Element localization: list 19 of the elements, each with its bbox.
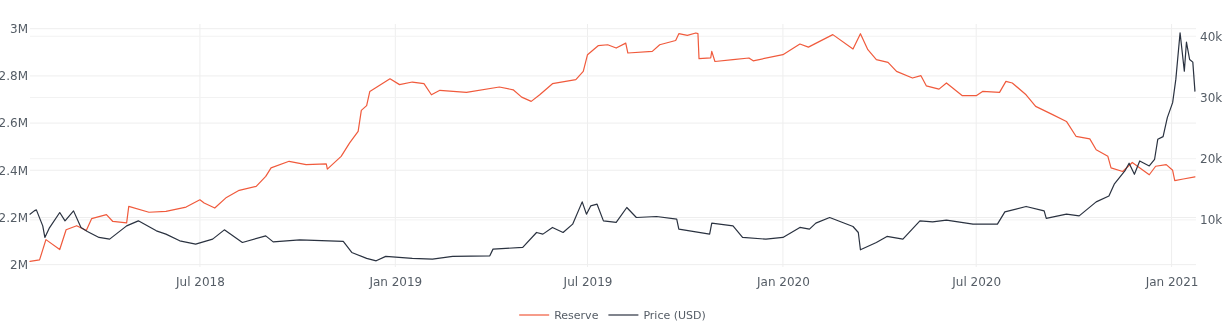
y-tick-label: 2.2M	[0, 210, 28, 225]
y-tick-label: 2M	[10, 257, 28, 272]
x-tick-label: Jul 2020	[951, 274, 1002, 289]
y2-tick-label: 40k	[1200, 29, 1223, 44]
line-series	[29, 32, 1196, 262]
y-tick-label: 2.8M	[0, 69, 28, 84]
y2-tick-label: 10k	[1200, 213, 1223, 228]
y-tick-label: 3M	[10, 22, 28, 37]
x-tick-label: Jul 2018	[174, 274, 225, 289]
y-tick-label: 2.4M	[0, 163, 28, 178]
x-tick-label: Jan 2021	[1144, 274, 1199, 289]
y-tick-label: 2.6M	[0, 116, 28, 131]
y2-tick-label: 30k	[1200, 90, 1223, 105]
legend-label: Price (USD)	[643, 309, 706, 322]
x-tick-label: Jan 2019	[368, 274, 423, 289]
x-tick-label: Jan 2020	[755, 274, 810, 289]
x-tick-label: Jul 2019	[562, 274, 613, 289]
y2-tick-label: 20k	[1200, 152, 1223, 166]
legend-label: Reserve	[554, 309, 599, 322]
